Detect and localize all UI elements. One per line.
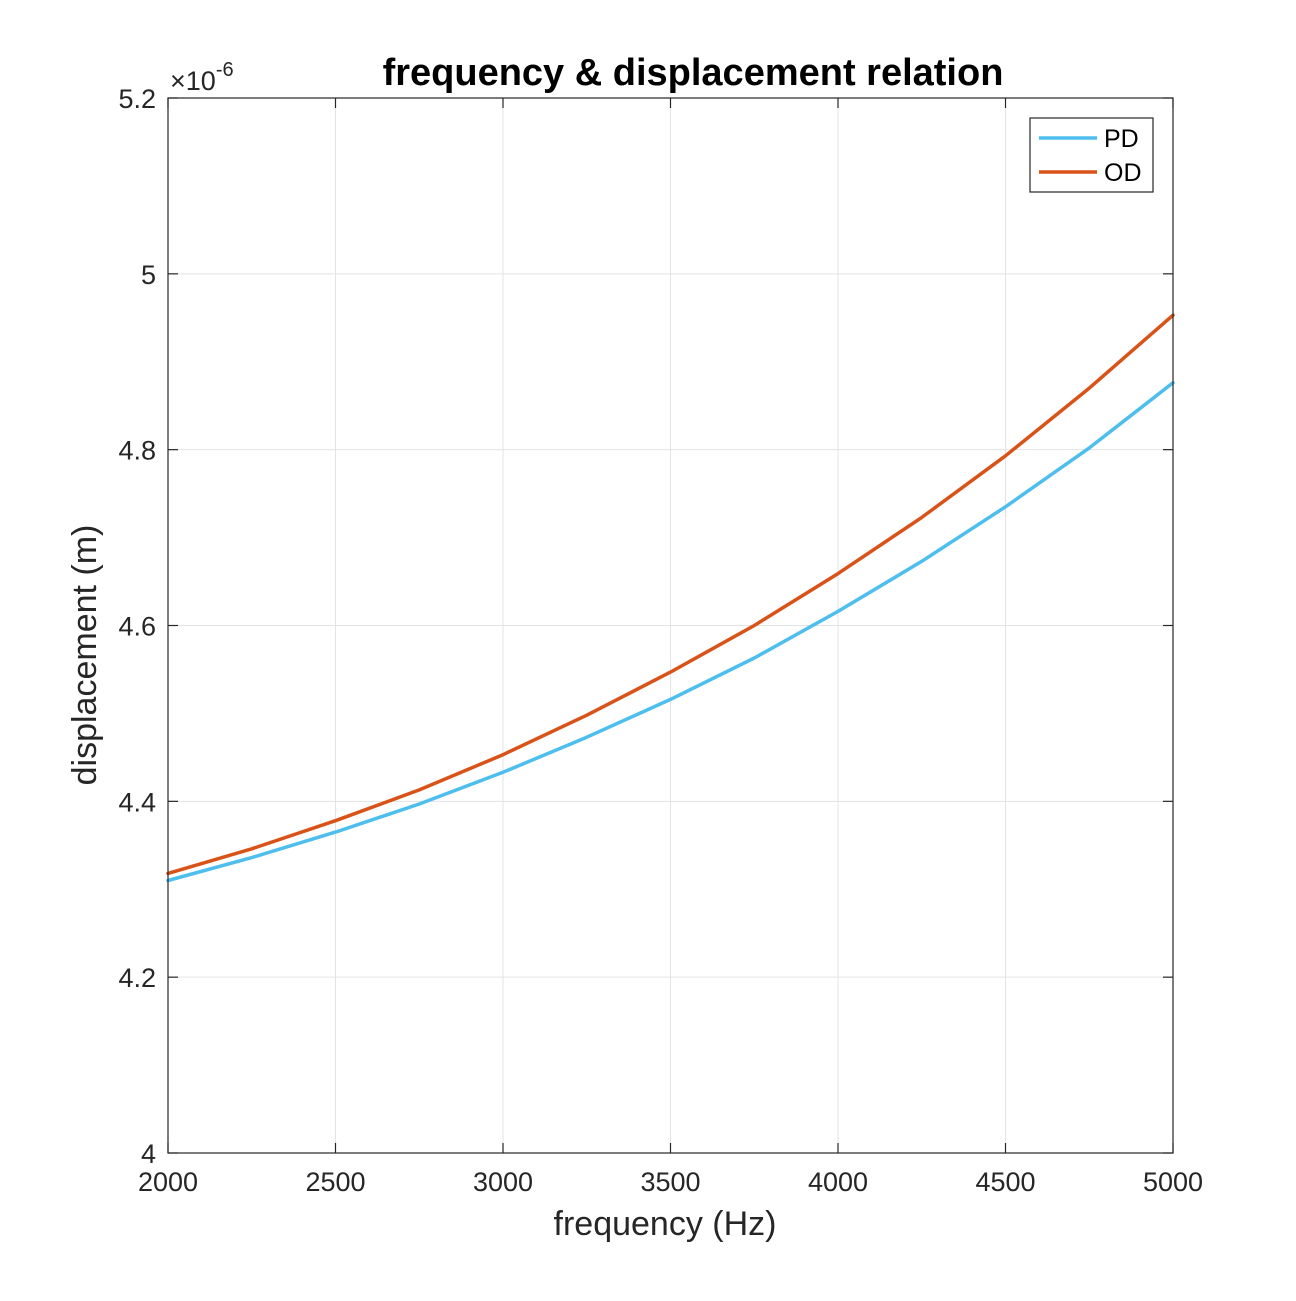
- x-tick-label: 3000: [473, 1167, 533, 1197]
- legend: PD OD: [1029, 117, 1154, 193]
- y-axis-multiplier: ×10: [170, 66, 216, 96]
- y-axis-exponent-value: -6: [216, 59, 234, 81]
- x-tick-label: 2500: [305, 1167, 365, 1197]
- x-tick-label: 2000: [138, 1167, 198, 1197]
- y-tick-label: 4: [141, 1139, 156, 1169]
- y-tick-labels: 4 4.2 4.4 4.6 4.8 5 5.2: [118, 84, 156, 1169]
- x-tick-label: 5000: [1143, 1167, 1203, 1197]
- y-axis-exponent: ×10-6: [170, 59, 234, 96]
- x-tick-label: 3500: [640, 1167, 700, 1197]
- x-tick-labels: 2000 2500 3000 3500 4000 4500 5000: [138, 1167, 1203, 1197]
- y-tick-label: 4.2: [118, 963, 156, 993]
- legend-label-pd: PD: [1104, 125, 1139, 153]
- series-line-pd: [166, 381, 1175, 883]
- x-tick-label: 4500: [975, 1167, 1035, 1197]
- y-tick-label: 5: [141, 260, 156, 290]
- chart-title: frequency & displacement relation: [383, 52, 1004, 94]
- y-axis-label: displacement (m): [66, 525, 104, 786]
- y-tick-label: 5.2: [118, 84, 156, 114]
- x-tick-label: 4000: [808, 1167, 868, 1197]
- series-lines: [166, 313, 1175, 883]
- legend-box: [1029, 117, 1154, 193]
- series-line-od: [166, 313, 1175, 876]
- legend-label-od: OD: [1104, 159, 1142, 187]
- y-tick-label: 4.4: [118, 787, 156, 817]
- y-tick-label: 4.8: [118, 436, 156, 466]
- x-axis-label: frequency (Hz): [554, 1205, 777, 1243]
- ticks: [167, 97, 1174, 1154]
- y-tick-label: 4.6: [118, 612, 156, 642]
